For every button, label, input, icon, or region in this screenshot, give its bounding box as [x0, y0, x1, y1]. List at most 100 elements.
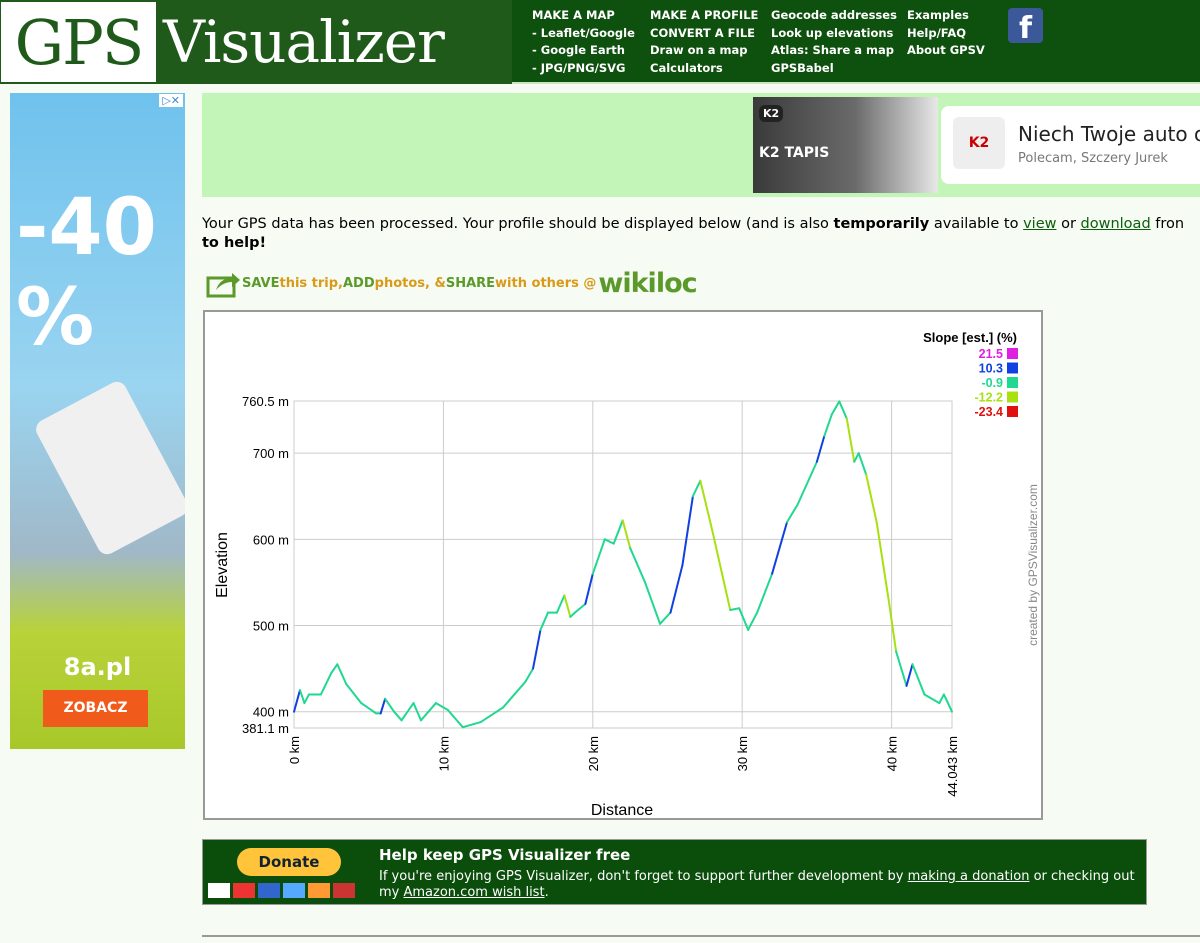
x-tick-label: 40 km — [885, 736, 900, 771]
profile-segment — [747, 611, 759, 631]
plot-frame — [293, 400, 953, 729]
profile-segment — [923, 693, 941, 705]
profile-segment — [532, 628, 542, 670]
legend-swatch — [1007, 362, 1018, 374]
y-tick-label: 600 m — [253, 532, 289, 547]
profile-segment — [573, 602, 587, 614]
nav-link[interactable]: Geocode addresses — [771, 8, 897, 22]
profile-segment — [591, 538, 606, 575]
profile-segment — [336, 663, 348, 686]
ad-card[interactable]: K2 Niech Twoje auto o Polecam, Szczery J… — [941, 106, 1200, 184]
legend-label: 21.5 — [979, 347, 1003, 361]
donation-link[interactable]: making a donation — [907, 869, 1030, 884]
donate-button[interactable]: Donate — [237, 848, 341, 876]
ad-cta-button[interactable]: ZOBACZ — [43, 690, 148, 727]
profile-segment — [669, 564, 684, 614]
legend-swatch — [1007, 348, 1018, 359]
msg-line2: to help! — [202, 235, 267, 251]
ad-brand: 8a.pl — [63, 653, 132, 681]
nav-link[interactable]: GPSBabel — [771, 61, 834, 76]
divider — [202, 935, 1200, 937]
profile-segment — [711, 529, 732, 612]
y-tick-label: 400 m — [253, 705, 289, 720]
profile-segment — [319, 671, 333, 696]
wikiloc-banner[interactable]: SAVE this trip, ADD photos, & SHARE with… — [206, 268, 698, 299]
profile-segment — [524, 667, 535, 683]
logo-visualizer: Visualizer — [163, 8, 445, 76]
profile-segment — [771, 521, 789, 575]
ad-tag: K2 — [759, 105, 784, 122]
profile-segment — [446, 708, 464, 729]
msg-text: fron — [1150, 216, 1185, 232]
y-tick-label: 760.5 m — [242, 394, 289, 409]
nav-link[interactable]: Look up elevations — [771, 25, 894, 40]
profile-segment — [330, 663, 339, 674]
profile-segment — [830, 400, 841, 416]
profile-segment — [853, 452, 860, 463]
legend-swatch — [1007, 391, 1018, 403]
wishlist-link[interactable]: Amazon.com wish list — [403, 885, 545, 900]
profile-segment — [345, 683, 363, 705]
wl-share: SHARE — [445, 276, 496, 291]
ad-discount: -40% — [16, 183, 157, 363]
profile-segment — [659, 611, 672, 625]
view-link[interactable]: view — [1023, 216, 1057, 232]
donate-text: If you're enjoying GPS Visualizer, don't… — [379, 869, 1149, 901]
profile-segment — [699, 479, 714, 532]
profile-segment — [412, 702, 422, 722]
donate-text-3: . — [544, 885, 549, 900]
profile-segment — [479, 706, 505, 724]
nav-link[interactable]: CONVERT A FILE — [650, 25, 756, 40]
profile-segment — [379, 697, 387, 715]
nav-link[interactable]: MAKE A PROFILE — [650, 8, 759, 22]
nav-column: MAKE A MAP - Leaflet/Google - Google Earth… — [532, 7, 635, 78]
legend-label: 10.3 — [979, 362, 1003, 376]
nav-link[interactable]: - Leaflet/Google — [532, 25, 635, 40]
nav-link[interactable]: Examples — [907, 8, 969, 22]
logo-gps: GPS — [0, 1, 157, 83]
profile-segment — [905, 663, 914, 687]
profile-segment — [845, 417, 856, 463]
x-tick-label: 30 km — [735, 736, 750, 771]
nav-column: MAKE A PROFILE CONVERT A FILE Draw on a ma… — [650, 7, 758, 78]
nav-link[interactable]: Draw on a map — [650, 43, 748, 58]
profile-segment — [393, 710, 403, 722]
nav-link[interactable]: MAKE A MAP — [532, 8, 615, 22]
nav-link[interactable]: Atlas: Share a map — [771, 43, 894, 58]
profile-segment — [384, 697, 396, 713]
payment-cards-icons — [208, 883, 355, 898]
msg-bold: temporarily — [833, 216, 930, 232]
donate-box: Donate Help keep GPS Visualizer free If … — [202, 839, 1147, 905]
facebook-icon[interactable]: f — [1008, 8, 1043, 46]
nav-link[interactable]: Help/FAQ — [907, 25, 967, 40]
x-tick-label: 20 km — [586, 736, 601, 771]
profile-segment — [584, 572, 594, 605]
legend-swatch — [1007, 377, 1018, 388]
profile-segment — [603, 538, 615, 545]
nav-link[interactable]: About GPSV — [907, 43, 985, 58]
nav-link[interactable]: - JPG/PNG/SVG — [532, 61, 626, 76]
ad-image: K2 K2 TAPIS — [753, 97, 938, 193]
nav-link[interactable]: Calculators — [650, 61, 723, 76]
legend-label: -0.9 — [981, 376, 1003, 390]
top-ad[interactable]: K2 K2 TAPIS K2 Niech Twoje auto o Poleca… — [202, 93, 1200, 197]
wl-add: ADD — [343, 276, 375, 291]
profile-segment — [815, 434, 826, 463]
profile-segment — [434, 702, 449, 711]
ad-choices-icon[interactable]: ▷✕ — [159, 94, 183, 107]
logo[interactable]: GPS Visualizer — [0, 0, 512, 84]
ad-tag-image — [32, 378, 185, 558]
wikiloc-logo: wikiloc — [598, 268, 697, 299]
profile-segment — [911, 663, 926, 696]
profile-segment — [419, 702, 437, 722]
left-ad[interactable]: ▷✕ -40% 8a.pl ZOBACZ — [10, 93, 185, 749]
x-tick-label: 10 km — [436, 736, 451, 771]
wl-text: photos, & — [374, 276, 446, 291]
download-link[interactable]: download — [1080, 216, 1151, 232]
nav-link[interactable]: - Google Earth — [532, 43, 625, 58]
profile-segment — [555, 594, 566, 614]
profile-segment — [629, 546, 647, 584]
status-message: Your GPS data has been processed. Your p… — [202, 215, 1200, 253]
y-axis-label: Elevation — [214, 532, 231, 598]
profile-segment — [756, 572, 774, 614]
